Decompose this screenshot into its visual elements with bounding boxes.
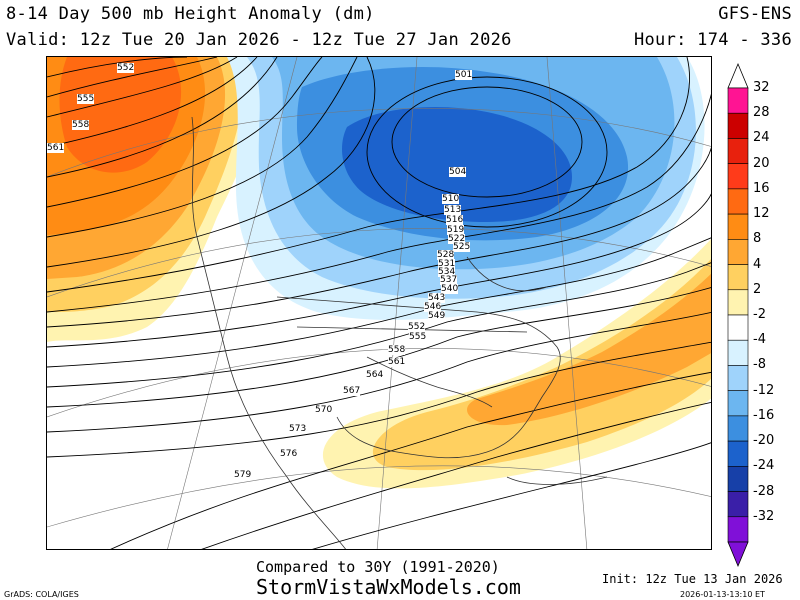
colorbar-segment [727, 289, 749, 316]
colorbar-segment [727, 516, 749, 543]
warm-anomaly-east-8 [467, 273, 711, 426]
site-name: StormVistaWxModels.com [256, 575, 521, 599]
contour-label: 519 [447, 225, 465, 235]
colorbar-segment [727, 138, 749, 164]
init-time: Init: 12z Tue 13 Jan 2026 [602, 572, 783, 586]
contour-label: 525 [453, 242, 471, 252]
contour-label: 564 [366, 370, 384, 380]
colorbar-tick-label: 12 [753, 206, 770, 222]
colorbar-tick-label: -20 [753, 433, 775, 449]
contour-label: 576 [280, 449, 298, 459]
forecast-hour: Hour: 174 - 336 [633, 30, 792, 50]
colorbar [727, 62, 749, 568]
contour-label: 522 [448, 234, 466, 244]
climatology-note: Compared to 30Y (1991-2020) [256, 558, 500, 576]
colorbar-segment [727, 213, 749, 240]
colorbar-segment [727, 188, 749, 215]
contour-label: 540 [441, 284, 459, 294]
colorbar-tick-label: 20 [753, 155, 770, 171]
contour-label: 570 [315, 405, 333, 415]
colorbar-segment [727, 87, 749, 114]
colorbar-segment [727, 264, 749, 291]
colorbar-tick-label: -16 [753, 407, 775, 423]
colorbar-tick-label: 32 [753, 80, 770, 95]
colorbar-segment [727, 390, 749, 417]
contour-label: 573 [289, 424, 307, 434]
contour-label: 543 [428, 293, 446, 303]
contour-label: 558 [388, 345, 406, 355]
colorbar-tick-label: -24 [753, 458, 775, 474]
colorbar-segment [727, 314, 749, 341]
colorbar-segment [727, 466, 749, 492]
contour-label: 555 [77, 94, 95, 104]
valid-period: Valid: 12z Tue 20 Jan 2026 - 12z Tue 27 … [6, 30, 512, 50]
map-title: 8-14 Day 500 mb Height Anomaly (dm) [6, 4, 375, 24]
colorbar-tick-label: 16 [753, 180, 770, 196]
colorbar-bottom-arrow [727, 541, 749, 568]
colorbar-segment [727, 112, 749, 139]
generated-timestamp: 2026-01-13-13:10 ET [680, 590, 765, 599]
contour-label: 561 [388, 357, 406, 367]
height-contours [47, 57, 711, 549]
colorbar-tick-label: -28 [753, 483, 775, 499]
contour-label: 516 [446, 215, 464, 225]
colorbar-tick-label: 2 [753, 281, 762, 297]
contour-label: 513 [444, 205, 462, 215]
contour-label: 552 [408, 322, 426, 332]
contour-label: 546 [424, 302, 442, 312]
graticule [47, 57, 711, 549]
contour-label: 531 [438, 259, 456, 269]
colorbar-top-arrow [727, 62, 749, 89]
contour-label: 534 [438, 267, 456, 277]
colorbar-tick-label: -2 [753, 307, 766, 322]
colorbar-segment [727, 491, 749, 518]
contour-label: 567 [343, 386, 361, 396]
contour-label: 555 [409, 332, 427, 342]
colorbar-tick-label: 8 [753, 231, 762, 247]
colorbar-tick-label: -32 [753, 508, 775, 524]
colorbar-segment [727, 239, 749, 265]
model-name: GFS-ENS [718, 4, 792, 24]
contour-label: 501 [455, 70, 473, 80]
contour-label: 558 [72, 120, 90, 130]
colorbar-segment [727, 440, 749, 467]
colorbar-tick-label: 24 [753, 130, 770, 146]
warm-anomaly-east-4 [372, 259, 711, 471]
cold-anomaly-16 [342, 107, 572, 222]
colorbar-segment [727, 365, 749, 391]
contour-label: 561 [47, 143, 65, 153]
contour-label: 549 [428, 311, 446, 321]
contour-label: 552 [117, 63, 135, 73]
contour-label: 537 [440, 275, 458, 285]
anomaly-map: 552 555 558 561 501 504 510 513 516 519 … [46, 56, 712, 550]
colorbar-segment [727, 339, 749, 366]
colorbar-segment [727, 415, 749, 442]
colorbar-tick-label: -12 [753, 382, 775, 398]
colorbar-segment [727, 163, 749, 190]
contour-label: 504 [449, 167, 467, 177]
colorbar-tick-label: -4 [753, 332, 766, 348]
colorbar-tick-label: 28 [753, 105, 770, 121]
contour-label: 510 [442, 194, 460, 204]
contour-label: 528 [437, 250, 455, 260]
colorbar-tick-label: 4 [753, 256, 762, 272]
colorbar-tick-label: -8 [753, 357, 766, 373]
grads-credit: GrADS: COLA/IGES [4, 590, 79, 599]
contour-label: 579 [234, 470, 252, 480]
